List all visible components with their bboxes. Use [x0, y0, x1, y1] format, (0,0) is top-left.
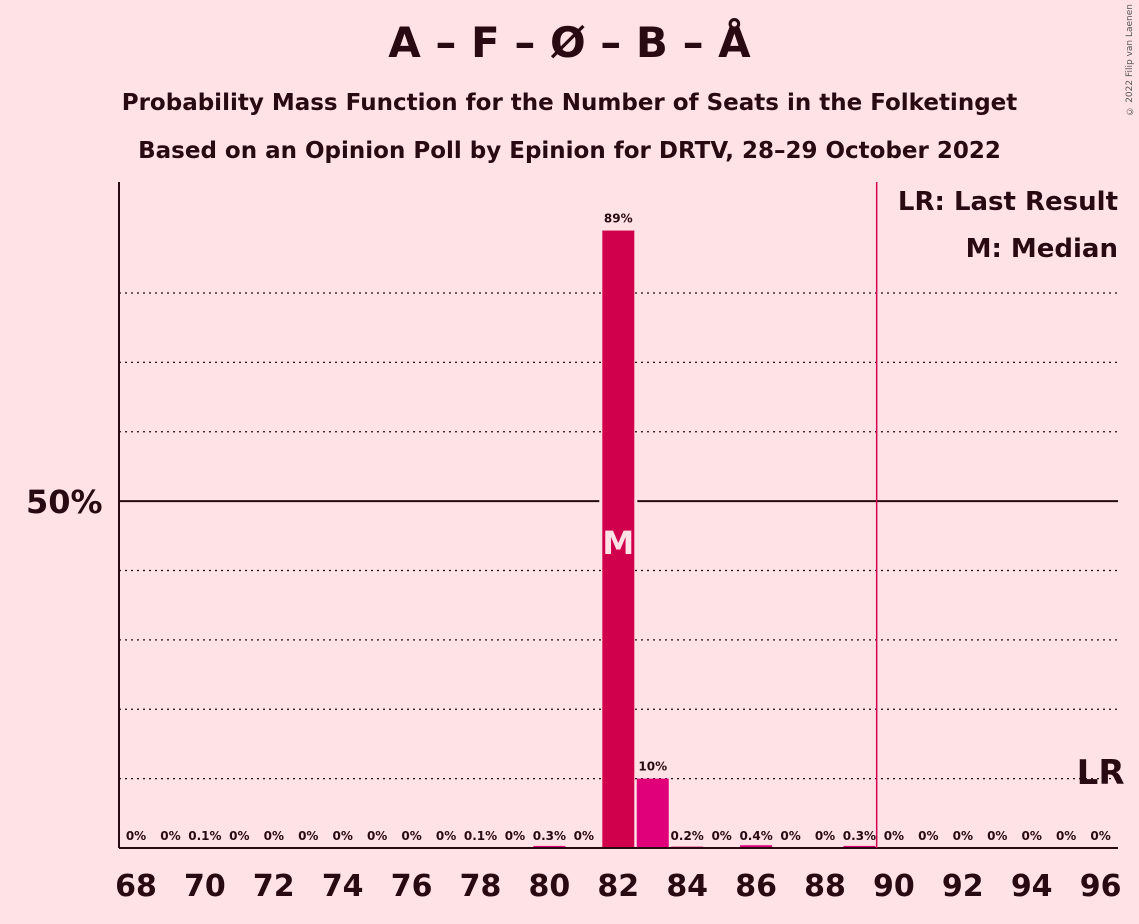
- x-tick-label: 86: [735, 869, 777, 904]
- bar: [636, 778, 669, 848]
- bar-value-label: 0%: [780, 829, 800, 843]
- bar-value-label: 0%: [711, 829, 731, 843]
- x-tick-label: 74: [322, 869, 364, 904]
- bar-value-label: 0%: [987, 829, 1007, 843]
- x-tick-label: 88: [804, 869, 846, 904]
- bar-value-label: 0.1%: [464, 829, 497, 843]
- bar-value-label: 0%: [884, 829, 904, 843]
- bar-value-label: 0%: [1022, 829, 1042, 843]
- bar-value-label: 0%: [298, 829, 318, 843]
- x-tick-label: 90: [873, 869, 915, 904]
- bar-value-label: 0%: [505, 829, 525, 843]
- x-tick-label: 72: [253, 869, 295, 904]
- bar-value-label: 0%: [264, 829, 284, 843]
- x-tick-label: 94: [1011, 869, 1053, 904]
- bar-value-label: 89%: [604, 212, 633, 226]
- bar: [602, 230, 635, 848]
- bar: [533, 845, 566, 848]
- x-tick-label: 78: [460, 869, 502, 904]
- x-tick-label: 80: [529, 869, 571, 904]
- x-tick-label: 76: [391, 869, 433, 904]
- bar: [740, 845, 773, 848]
- bar-value-label: 0%: [229, 829, 249, 843]
- x-tick-label: 96: [1080, 869, 1122, 904]
- bar-value-label: 0%: [401, 829, 421, 843]
- legend-median: M: Median: [966, 234, 1118, 264]
- y-tick-label: 50%: [26, 483, 103, 521]
- bar-value-label: 0%: [815, 829, 835, 843]
- bar-value-label: 0.3%: [533, 829, 566, 843]
- bar-value-label: 0%: [126, 829, 146, 843]
- chart-source: Based on an Opinion Poll by Epinion for …: [138, 138, 1001, 164]
- last-result-marker: LR: [1077, 753, 1125, 793]
- x-tick-label: 92: [942, 869, 984, 904]
- bar: [843, 845, 876, 848]
- bar-value-label: 0%: [918, 829, 938, 843]
- bar-value-label: 10%: [638, 760, 667, 774]
- bar-value-label: 0.1%: [188, 829, 221, 843]
- x-tick-label: 82: [597, 869, 639, 904]
- x-tick-label: 68: [115, 869, 157, 904]
- x-tick-label: 84: [666, 869, 708, 904]
- bars: [188, 230, 876, 848]
- bar-value-label: 0%: [436, 829, 456, 843]
- bar-value-label: 0%: [953, 829, 973, 843]
- x-tick-label: 70: [184, 869, 226, 904]
- bar-value-label: 0.3%: [843, 829, 876, 843]
- bar-value-label: 0.2%: [671, 829, 704, 843]
- chart-subtitle: Probability Mass Function for the Number…: [121, 90, 1018, 116]
- bar-value-label: 0%: [367, 829, 387, 843]
- bar-value-label: 0%: [1056, 829, 1076, 843]
- bar-value-label: 0%: [333, 829, 353, 843]
- bar-value-labels: 0% 0% 0.1% 0% 0% 0% 0% 0% 0% 0% 0.1% 0% 0.3% 0% 89% 10%…: [126, 212, 1111, 843]
- bar-value-label: 0%: [574, 829, 594, 843]
- legend-last-result: LR: Last Result: [898, 187, 1118, 217]
- median-marker: M: [602, 524, 634, 562]
- bar-value-label: 0.4%: [739, 829, 772, 843]
- chart-title: A – F – Ø – B – Å: [388, 18, 751, 67]
- x-axis-ticks: 68 70 72 74 76 78 80 82 84 86 88 90 92 94 96: [115, 869, 1121, 904]
- bar-value-label: 0%: [160, 829, 180, 843]
- bar-value-label: 0%: [1090, 829, 1110, 843]
